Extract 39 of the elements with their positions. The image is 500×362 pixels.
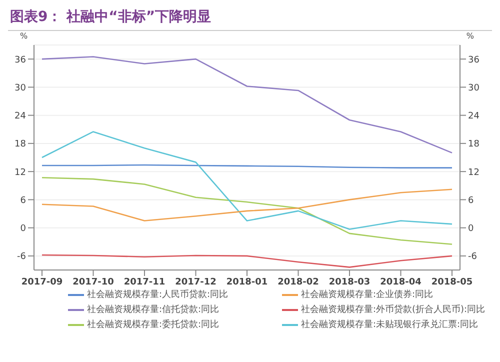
legend-label: 社会融资规模存量:外币贷款(折合人民币):同比: [301, 304, 486, 316]
line-series: [41, 131, 453, 230]
y2-tick-label: 18: [468, 140, 480, 150]
y-tick-label: 6: [20, 196, 26, 206]
line-series: [41, 177, 453, 245]
y2-tick-label: 36: [468, 55, 480, 66]
x-tick-label: 2018-04: [380, 277, 422, 288]
legend-label: 社会融资规模存量:信托贷款:同比: [87, 304, 220, 316]
line-series: [41, 254, 453, 268]
y2-tick-label: 0: [468, 224, 474, 234]
x-tick-label: 2017-09: [21, 277, 63, 288]
x-tick-label: 2018-01: [226, 277, 268, 288]
y-tick-label: 24: [14, 112, 26, 122]
y-tick-label: -6: [17, 252, 26, 262]
y-tick-label: 12: [14, 168, 26, 178]
y-tick-label: 0: [20, 224, 26, 234]
legend-label: 社会融资规模存量:企业债券:同比: [301, 288, 434, 301]
x-tick-label: 2018-03: [328, 277, 370, 288]
x-tick-label: 2017-11: [124, 277, 166, 288]
legend-label: 社会融资规模存量:委托贷款:同比: [87, 318, 220, 331]
y2-axis-title: %: [466, 32, 474, 41]
legend-label: 社会融资规模存量:人民币贷款:同比: [87, 288, 228, 301]
y-tick-label: 36: [14, 55, 26, 66]
y-tick-label: 18: [14, 140, 26, 150]
line-series: [41, 188, 453, 222]
y2-tick-label: 6: [468, 196, 474, 206]
y-axis-title: %: [20, 32, 28, 41]
x-tick-label: 2018-02: [278, 277, 319, 288]
x-tick-label: 2017-10: [72, 277, 114, 288]
legend-label: 社会融资规模存量:未贴现银行承兑汇票:同比: [301, 318, 478, 331]
chart-title: 图表9： 社融中“非标”下降明显: [8, 8, 492, 31]
x-tick-label: 2017-12: [175, 277, 216, 288]
y2-tick-label: 12: [468, 168, 480, 178]
y-tick-label: 30: [14, 83, 26, 94]
y2-tick-label: 30: [468, 83, 480, 94]
y2-tick-label: 24: [468, 112, 480, 122]
line-series: [41, 56, 453, 154]
y2-tick-label: -6: [468, 252, 478, 262]
x-tick-label: 2018-05: [431, 277, 473, 288]
